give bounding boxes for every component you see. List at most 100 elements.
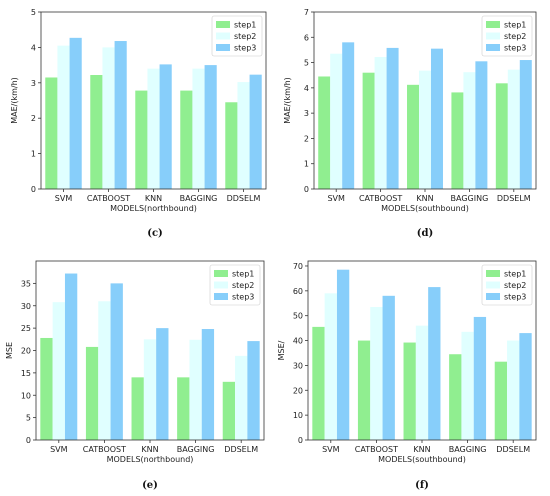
bar-step3 bbox=[473, 316, 487, 440]
x-tick-label: DDSELM bbox=[497, 194, 531, 203]
bar-step3 bbox=[247, 341, 260, 440]
bar-step1 bbox=[449, 354, 462, 440]
legend: step1 step2 step3 bbox=[481, 264, 533, 306]
panel-label: (c) bbox=[147, 228, 163, 239]
y-tick-label: 6 bbox=[304, 33, 309, 42]
bar-step2 bbox=[324, 293, 337, 440]
y-tick-label: 3 bbox=[31, 79, 36, 88]
bar-step2 bbox=[419, 70, 431, 189]
legend-entry: step3 bbox=[504, 293, 526, 302]
x-tick-label: DDSELM bbox=[224, 445, 258, 454]
x-tick-label: KNN bbox=[145, 194, 162, 203]
x-tick-label: CATBOOST bbox=[87, 194, 130, 203]
bar-step1 bbox=[131, 377, 144, 440]
legend-entry: step1 bbox=[504, 21, 526, 30]
bar-step3 bbox=[386, 47, 399, 189]
bar-step3 bbox=[519, 60, 532, 189]
bar-step2 bbox=[102, 47, 115, 190]
bar-step1 bbox=[494, 361, 508, 440]
legend-swatch bbox=[486, 270, 500, 277]
bar-step3 bbox=[156, 328, 169, 441]
legend-swatch bbox=[214, 293, 228, 300]
chart-panel: 0 5 10 15 20 25 30 35 SVM CATBOOST KNN BAGGING DDSEL… bbox=[5, 260, 265, 491]
legend-swatch bbox=[216, 44, 230, 51]
chart-panel: 0 10 20 30 40 50 60 70 SVM CATBOOST KNN BAGGING DDSE… bbox=[277, 260, 537, 491]
x-tick-label: BAGGING bbox=[177, 445, 215, 454]
y-tick-label: 2 bbox=[304, 134, 309, 143]
chart-panel: 0 1 2 3 4 5 SVM CATBOOST KNN BAGGING DDSELM MODELS(… bbox=[10, 8, 267, 239]
legend-entry: step1 bbox=[504, 270, 526, 279]
y-tick-label: 2 bbox=[31, 114, 36, 123]
legend-entry: step3 bbox=[234, 44, 256, 53]
y-axis-label: MSE/ bbox=[277, 340, 286, 360]
y-tick-label: 20 bbox=[21, 347, 31, 356]
bar-step3 bbox=[475, 61, 488, 190]
bar-step1 bbox=[45, 77, 58, 189]
y-tick-label: 10 bbox=[21, 391, 31, 400]
bar-step1 bbox=[312, 326, 325, 440]
bar-step3 bbox=[519, 333, 532, 440]
bar-step2 bbox=[237, 82, 250, 189]
bar-step2 bbox=[98, 301, 111, 440]
x-tick-label: CATBOOST bbox=[359, 194, 402, 203]
y-tick-label: 1 bbox=[31, 150, 36, 159]
bar-step3 bbox=[336, 269, 350, 440]
y-axis-label: MAE/(km/h) bbox=[10, 77, 19, 124]
y-tick-label: 50 bbox=[293, 312, 303, 321]
legend-entry: step2 bbox=[504, 281, 526, 290]
legend-swatch bbox=[214, 281, 228, 289]
bar-step1 bbox=[403, 342, 416, 440]
bar-step1 bbox=[357, 340, 371, 440]
bar-step2 bbox=[330, 53, 343, 189]
bar-step1 bbox=[407, 84, 420, 189]
bar-step1 bbox=[362, 72, 375, 189]
legend-swatch bbox=[486, 293, 500, 300]
bar-step3 bbox=[204, 65, 217, 189]
x-axis-label: MODELS(southbound) bbox=[381, 204, 469, 213]
bar-step1 bbox=[225, 102, 238, 189]
chart-panel: 0 1 2 3 4 5 6 7 SVM CATBOOST KNN BAGGING DDSELM MODEL… bbox=[283, 8, 537, 239]
bar-step2 bbox=[143, 339, 157, 440]
bar-step1 bbox=[90, 75, 103, 189]
y-tick-label: 0 bbox=[26, 436, 31, 445]
bar-step1 bbox=[495, 83, 508, 189]
y-tick-label: 35 bbox=[21, 279, 31, 288]
bar-step2 bbox=[507, 340, 520, 440]
y-axis-label: MSE bbox=[5, 342, 14, 359]
legend-swatch bbox=[486, 21, 500, 28]
x-tick-label: SVM bbox=[55, 194, 73, 203]
legend: step1 step2 step3 bbox=[481, 15, 533, 57]
y-tick-label: 40 bbox=[293, 337, 303, 346]
bar-step3 bbox=[114, 41, 127, 189]
bar-step3 bbox=[64, 273, 78, 440]
bar-step1 bbox=[222, 381, 236, 440]
bar-step3 bbox=[159, 64, 172, 189]
x-tick-label: CATBOOST bbox=[355, 445, 398, 454]
y-tick-label: 30 bbox=[293, 361, 303, 370]
legend-swatch bbox=[216, 32, 230, 40]
y-tick-label: 7 bbox=[304, 8, 309, 17]
y-tick-label: 15 bbox=[21, 369, 31, 378]
bar-step2 bbox=[415, 325, 429, 440]
x-axis-label: MODELS(northbound) bbox=[110, 204, 197, 213]
bar-step2 bbox=[52, 302, 65, 440]
y-tick-label: 10 bbox=[293, 411, 303, 420]
legend-entry: step2 bbox=[234, 32, 256, 41]
x-tick-label: SVM bbox=[327, 194, 345, 203]
y-tick-label: 0 bbox=[298, 436, 303, 445]
bar-step3 bbox=[110, 283, 123, 441]
x-tick-label: DDSELM bbox=[496, 445, 530, 454]
legend: step1 step2 step3 bbox=[211, 15, 263, 57]
x-tick-label: KNN bbox=[416, 194, 433, 203]
legend-entry: step2 bbox=[232, 281, 254, 290]
y-tick-label: 0 bbox=[31, 185, 36, 194]
x-tick-label: BAGGING bbox=[451, 194, 489, 203]
x-tick-label: KNN bbox=[141, 445, 158, 454]
y-tick-label: 1 bbox=[304, 160, 309, 169]
bar-step2 bbox=[235, 355, 248, 440]
bar-step2 bbox=[461, 331, 474, 440]
legend-entry: step3 bbox=[232, 293, 254, 302]
bar-step2 bbox=[192, 68, 205, 189]
y-tick-label: 4 bbox=[31, 43, 36, 52]
